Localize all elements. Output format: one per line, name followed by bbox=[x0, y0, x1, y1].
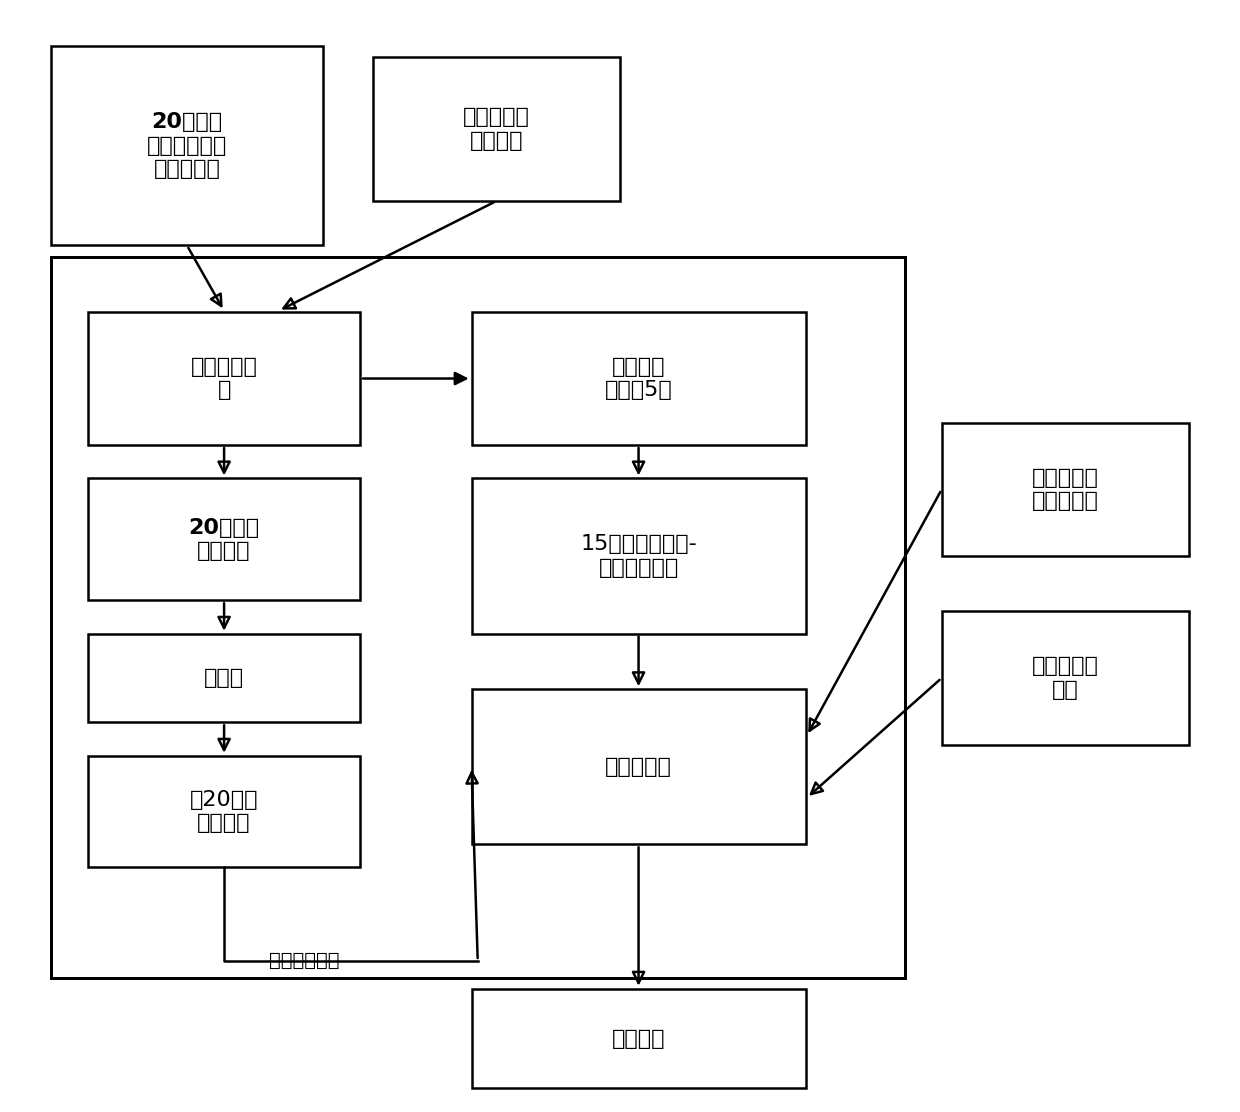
Text: 发电效率计
算: 发电效率计 算 bbox=[191, 357, 258, 400]
Text: 20组辐照
度、并网点电
压电流数据: 20组辐照 度、并网点电 压电流数据 bbox=[146, 112, 227, 179]
FancyBboxPatch shape bbox=[88, 312, 360, 445]
FancyBboxPatch shape bbox=[471, 478, 806, 634]
FancyBboxPatch shape bbox=[941, 423, 1189, 556]
FancyBboxPatch shape bbox=[51, 257, 904, 977]
Text: 组件年数衰
减率: 组件年数衰 减率 bbox=[1032, 656, 1099, 699]
Text: 求均值: 求均值 bbox=[205, 668, 244, 688]
FancyBboxPatch shape bbox=[471, 689, 806, 844]
Text: 15组效率求均值-
系统发电效率: 15组效率求均值- 系统发电效率 bbox=[580, 535, 697, 577]
Text: 组件转换效
率，尺寸: 组件转换效 率，尺寸 bbox=[463, 108, 529, 150]
Text: 去除偏差
最大的5租: 去除偏差 最大的5租 bbox=[605, 357, 672, 400]
Text: 发电量预测: 发电量预测 bbox=[605, 757, 672, 777]
FancyBboxPatch shape bbox=[941, 612, 1189, 745]
Text: 20组实时
发电效率: 20组实时 发电效率 bbox=[188, 518, 259, 560]
Text: 数据处理模块: 数据处理模块 bbox=[269, 952, 340, 971]
FancyBboxPatch shape bbox=[471, 312, 806, 445]
FancyBboxPatch shape bbox=[471, 989, 806, 1089]
FancyBboxPatch shape bbox=[51, 46, 324, 246]
FancyBboxPatch shape bbox=[88, 756, 360, 866]
FancyBboxPatch shape bbox=[88, 478, 360, 600]
FancyBboxPatch shape bbox=[88, 634, 360, 723]
Text: 求20组与
均值偏差: 求20组与 均值偏差 bbox=[190, 790, 258, 833]
Text: 峰值日照小
时数、容量: 峰值日照小 时数、容量 bbox=[1032, 468, 1099, 512]
FancyBboxPatch shape bbox=[372, 57, 620, 201]
Text: 年发电量: 年发电量 bbox=[611, 1029, 666, 1049]
